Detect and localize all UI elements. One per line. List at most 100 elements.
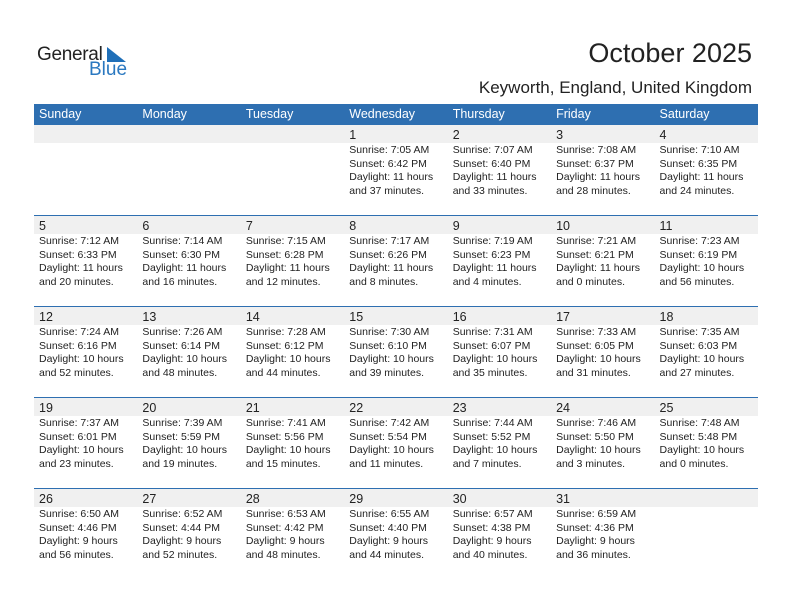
sunset-text: Sunset: 5:54 PM bbox=[349, 430, 427, 443]
sunrise-text: Sunrise: 7:42 AM bbox=[349, 417, 430, 429]
daylight-text: Daylight: 9 hours bbox=[245, 535, 325, 547]
daylight-text: Daylight: 9 hours bbox=[39, 535, 118, 547]
day-cell: 14 Sunrise: 7:28 AM Sunset: 6:12 PM Dayligh… bbox=[240, 307, 345, 397]
sun-info: Sunrise: 7:44 AM Sunset: 5:52 PM Daylight:… bbox=[448, 417, 551, 471]
day-cell: 17 Sunrise: 7:33 AM Sunset: 6:05 PM Dayligh… bbox=[551, 307, 655, 397]
day-number-strip: 23 bbox=[447, 398, 552, 416]
daylight-text: Daylight: 10 hours bbox=[659, 262, 745, 274]
sun-info: Sunrise: 7:33 AM Sunset: 6:05 PM Daylight:… bbox=[551, 326, 654, 380]
day-cell: 31 Sunrise: 6:59 AM Sunset: 4:36 PM Dayligh… bbox=[551, 489, 655, 579]
sunrise-text: Sunrise: 7:10 AM bbox=[659, 144, 740, 156]
day-cell: 18 Sunrise: 7:35 AM Sunset: 6:03 PM Dayligh… bbox=[654, 307, 758, 397]
sun-info: Sunrise: 6:53 AM Sunset: 4:42 PM Daylight:… bbox=[241, 508, 344, 562]
sunset-text: Sunset: 6:01 PM bbox=[39, 430, 117, 443]
sun-info: Sunrise: 7:28 AM Sunset: 6:12 PM Daylight:… bbox=[241, 326, 344, 380]
sunset-text: Sunset: 6:40 PM bbox=[452, 157, 531, 170]
day-number: 20 bbox=[142, 401, 157, 415]
weekday-sunday: Sunday bbox=[39, 107, 82, 121]
sun-info: Sunrise: 7:19 AM Sunset: 6:23 PM Daylight:… bbox=[448, 235, 551, 289]
logo-blue-text: Blue bbox=[89, 59, 128, 80]
day-cell: 4 Sunrise: 7:10 AM Sunset: 6:35 PM Daylight… bbox=[654, 125, 758, 215]
sunrise-text: Sunrise: 6:53 AM bbox=[245, 508, 326, 520]
day-number-strip: 18 bbox=[654, 307, 758, 325]
sun-info: Sunrise: 6:59 AM Sunset: 4:36 PM Daylight:… bbox=[551, 508, 654, 562]
day-number-strip: 12 bbox=[34, 307, 138, 325]
empty-cell bbox=[240, 125, 345, 215]
sun-info: Sunrise: 7:10 AM Sunset: 6:35 PM Daylight:… bbox=[655, 144, 758, 198]
day-cell: 2 Sunrise: 7:07 AM Sunset: 6:40 PM Daylight… bbox=[447, 125, 552, 215]
minutes-text: and 20 minutes. bbox=[39, 275, 114, 288]
daylight-text: Daylight: 11 hours bbox=[245, 262, 330, 274]
day-number-strip: 19 bbox=[34, 398, 138, 416]
day-number: 5 bbox=[39, 219, 46, 233]
sunset-text: Sunset: 5:59 PM bbox=[142, 430, 221, 443]
daylight-text: Daylight: 11 hours bbox=[142, 262, 227, 274]
sunrise-text: Sunrise: 7:31 AM bbox=[452, 326, 533, 338]
sun-info: Sunrise: 7:31 AM Sunset: 6:07 PM Daylight:… bbox=[448, 326, 551, 380]
minutes-text: and 48 minutes. bbox=[245, 548, 321, 561]
minutes-text: and 27 minutes. bbox=[659, 366, 735, 379]
minutes-text: and 24 minutes. bbox=[659, 184, 735, 197]
sunset-text: Sunset: 6:12 PM bbox=[245, 339, 324, 352]
daylight-text: Daylight: 10 hours bbox=[39, 353, 124, 365]
day-number-strip: 8 bbox=[344, 216, 448, 234]
day-number: 28 bbox=[245, 492, 260, 506]
day-number: 16 bbox=[452, 310, 467, 324]
day-number: 17 bbox=[556, 310, 571, 324]
sunset-text: Sunset: 6:16 PM bbox=[39, 339, 117, 352]
day-number: 2 bbox=[452, 128, 460, 142]
empty-cell bbox=[34, 125, 138, 215]
minutes-text: and 56 minutes. bbox=[659, 275, 735, 288]
day-number-strip: 3 bbox=[551, 125, 655, 143]
sun-info: Sunrise: 6:52 AM Sunset: 4:44 PM Daylight:… bbox=[137, 508, 240, 562]
day-number: 19 bbox=[39, 401, 53, 415]
day-cell: 29 Sunrise: 6:55 AM Sunset: 4:40 PM Dayligh… bbox=[344, 489, 448, 579]
day-cell: 30 Sunrise: 6:57 AM Sunset: 4:38 PM Dayligh… bbox=[447, 489, 552, 579]
day-number-strip bbox=[240, 125, 345, 143]
daylight-text: Daylight: 10 hours bbox=[659, 353, 745, 365]
day-cell: 3 Sunrise: 7:08 AM Sunset: 6:37 PM Daylight… bbox=[551, 125, 655, 215]
sunrise-text: Sunrise: 7:44 AM bbox=[452, 417, 533, 429]
day-number: 25 bbox=[659, 401, 674, 415]
sunset-text: Sunset: 4:38 PM bbox=[452, 521, 531, 534]
sun-info: Sunrise: 7:08 AM Sunset: 6:37 PM Daylight:… bbox=[551, 144, 654, 198]
day-cell: 16 Sunrise: 7:31 AM Sunset: 6:07 PM Dayligh… bbox=[447, 307, 552, 397]
sunrise-text: Sunrise: 7:19 AM bbox=[452, 235, 533, 247]
sunrise-text: Sunrise: 7:46 AM bbox=[556, 417, 637, 429]
sun-info: Sunrise: 7:39 AM Sunset: 5:59 PM Daylight:… bbox=[137, 417, 240, 471]
minutes-text: and 0 minutes. bbox=[659, 457, 729, 470]
week-row: 5 Sunrise: 7:12 AM Sunset: 6:33 PM Daylight… bbox=[34, 215, 758, 306]
sunrise-text: Sunrise: 7:35 AM bbox=[659, 326, 740, 338]
daylight-text: Daylight: 10 hours bbox=[452, 444, 538, 456]
day-number: 1 bbox=[349, 128, 357, 142]
sunset-text: Sunset: 5:50 PM bbox=[556, 430, 634, 443]
minutes-text: and 0 minutes. bbox=[556, 275, 625, 288]
minutes-text: and 15 minutes. bbox=[245, 457, 321, 470]
day-cell: 28 Sunrise: 6:53 AM Sunset: 4:42 PM Dayligh… bbox=[240, 489, 345, 579]
day-number-strip: 5 bbox=[34, 216, 138, 234]
sunset-text: Sunset: 6:33 PM bbox=[39, 248, 117, 261]
sunset-text: Sunset: 6:14 PM bbox=[142, 339, 221, 352]
day-number: 15 bbox=[349, 310, 364, 324]
day-number-strip: 25 bbox=[654, 398, 758, 416]
sunrise-text: Sunrise: 7:30 AM bbox=[349, 326, 430, 338]
day-number-strip: 1 bbox=[344, 125, 448, 143]
day-cell: 11 Sunrise: 7:23 AM Sunset: 6:19 PM Dayligh… bbox=[654, 216, 758, 306]
weekday-tuesday: Tuesday bbox=[245, 107, 294, 121]
minutes-text: and 52 minutes. bbox=[39, 366, 114, 379]
day-number: 9 bbox=[452, 219, 460, 233]
sunrise-text: Sunrise: 7:48 AM bbox=[659, 417, 740, 429]
day-cell: 19 Sunrise: 7:37 AM Sunset: 6:01 PM Dayligh… bbox=[34, 398, 138, 488]
day-cell: 27 Sunrise: 6:52 AM Sunset: 4:44 PM Dayligh… bbox=[137, 489, 241, 579]
sun-info: Sunrise: 7:42 AM Sunset: 5:54 PM Daylight:… bbox=[344, 417, 447, 471]
sunrise-text: Sunrise: 7:39 AM bbox=[142, 417, 223, 429]
sunset-text: Sunset: 6:07 PM bbox=[452, 339, 531, 352]
sunrise-text: Sunrise: 7:37 AM bbox=[39, 417, 119, 429]
week-row: 12 Sunrise: 7:24 AM Sunset: 6:16 PM Dayligh… bbox=[34, 306, 758, 397]
day-number-strip bbox=[34, 125, 138, 143]
day-number: 21 bbox=[245, 401, 260, 415]
day-number-strip: 28 bbox=[240, 489, 345, 507]
day-number-strip: 31 bbox=[551, 489, 655, 507]
sunset-text: Sunset: 5:56 PM bbox=[245, 430, 324, 443]
minutes-text: and 35 minutes. bbox=[452, 366, 528, 379]
